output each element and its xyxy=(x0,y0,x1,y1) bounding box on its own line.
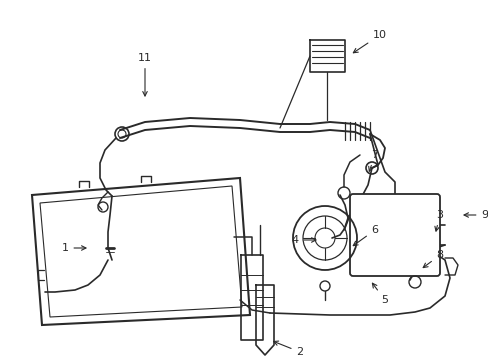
Text: 9: 9 xyxy=(463,210,488,220)
Text: 10: 10 xyxy=(353,30,386,53)
Text: 4: 4 xyxy=(291,235,315,245)
Text: 3: 3 xyxy=(434,210,443,231)
FancyBboxPatch shape xyxy=(349,194,439,276)
Text: 6: 6 xyxy=(352,225,378,246)
Text: 5: 5 xyxy=(372,283,387,305)
Text: 2: 2 xyxy=(273,341,303,357)
Polygon shape xyxy=(32,178,249,325)
Text: 7: 7 xyxy=(368,150,378,171)
Text: 1: 1 xyxy=(61,243,86,253)
Text: 11: 11 xyxy=(138,53,152,96)
Text: 8: 8 xyxy=(422,250,443,267)
